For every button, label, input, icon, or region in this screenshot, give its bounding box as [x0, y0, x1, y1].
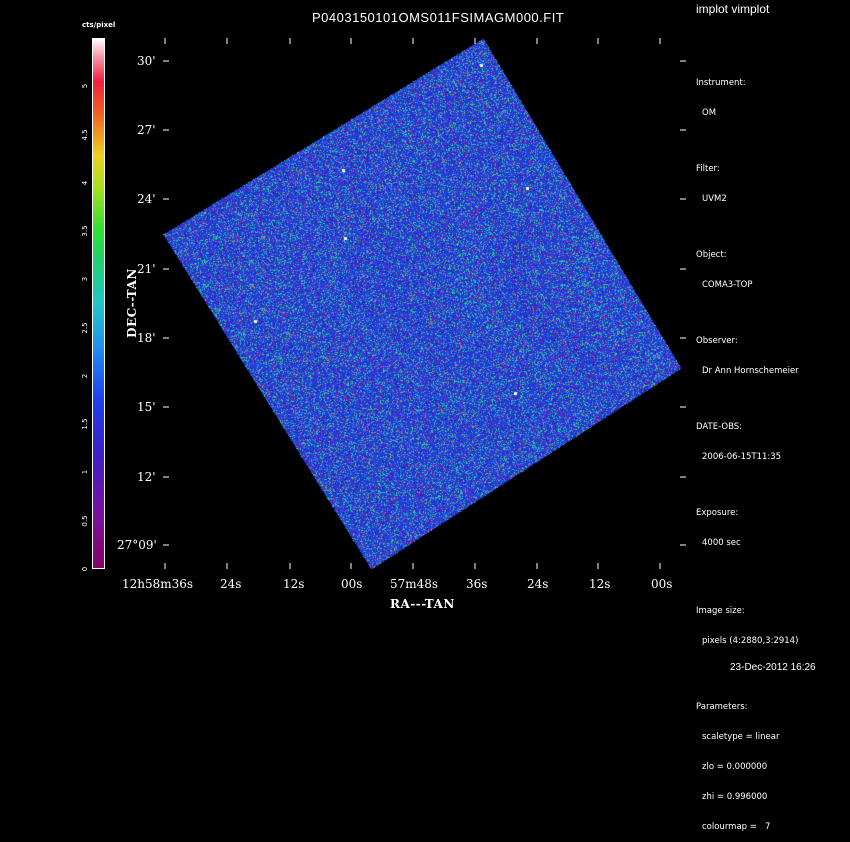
x-tick-label: 00s: [651, 577, 673, 591]
x-axis-label: RA---TAN: [390, 597, 455, 611]
colourmap-value: colourmap = 7: [702, 822, 771, 832]
y-tick-label: 30': [137, 54, 156, 68]
image-size-label: Image size:: [696, 606, 745, 616]
colorbar-unit-label: cts/pixel: [82, 21, 116, 29]
date-obs-label: DATE-OBS:: [696, 422, 743, 432]
image-size-value: pixels (4:2880,3:2914): [702, 636, 799, 646]
observer-label: Observer:: [696, 336, 738, 346]
x-tick-label: 36s: [466, 577, 488, 591]
sky-image: [163, 38, 686, 569]
x-tick-label: 12s: [283, 577, 305, 591]
info-panel: Instrument: OM Filter: UVM2 Object: COMA…: [696, 58, 799, 842]
program-name: implot vimplot: [696, 2, 770, 16]
image-frame: [163, 38, 686, 569]
filter-value: UVM2: [702, 194, 727, 204]
axis-ticks: [163, 38, 686, 569]
y-axis-label: DEC--TAN: [125, 268, 139, 338]
zhi-value: zhi = 0.996000: [702, 792, 768, 802]
zlo-value: zlo = 0.000000: [702, 762, 768, 772]
plot-date: 23-Dec-2012 16:26: [730, 662, 816, 673]
exposure-label: Exposure:: [696, 508, 739, 518]
instrument-label: Instrument:: [696, 78, 746, 88]
object-label: Object:: [696, 250, 727, 260]
y-tick-label: 15': [137, 400, 156, 414]
x-tick-label: 57m48s: [390, 577, 439, 591]
scaletype-value: scaletype = linear: [702, 732, 780, 742]
y-tick-label: 18': [137, 331, 156, 345]
object-value: COMA3-TOP: [702, 280, 753, 290]
y-tick-label: 27°09': [117, 538, 157, 552]
x-tick-label: 00s: [341, 577, 363, 591]
y-tick-label: 21': [137, 262, 156, 276]
instrument-value: OM: [702, 108, 717, 118]
date-obs-value: 2006-06-15T11:35: [702, 452, 782, 462]
image-title: P0403150101OMS011FSIMAGM000.FIT: [312, 10, 565, 25]
x-tick-label: 12s: [589, 577, 611, 591]
x-tick-label: 24s: [527, 577, 549, 591]
x-tick-label: 12h58m36s: [122, 577, 194, 591]
observer-value: Dr Ann Hornschemeier: [702, 366, 799, 376]
colorbar: [92, 38, 105, 569]
parameters-label: Parameters:: [696, 702, 748, 712]
x-tick-label: 24s: [220, 577, 242, 591]
filter-label: Filter:: [696, 164, 720, 174]
exposure-value: 4000 sec: [702, 538, 741, 548]
y-tick-label: 12': [137, 470, 156, 484]
y-tick-label: 27': [137, 123, 156, 137]
y-tick-label: 24': [137, 192, 156, 206]
